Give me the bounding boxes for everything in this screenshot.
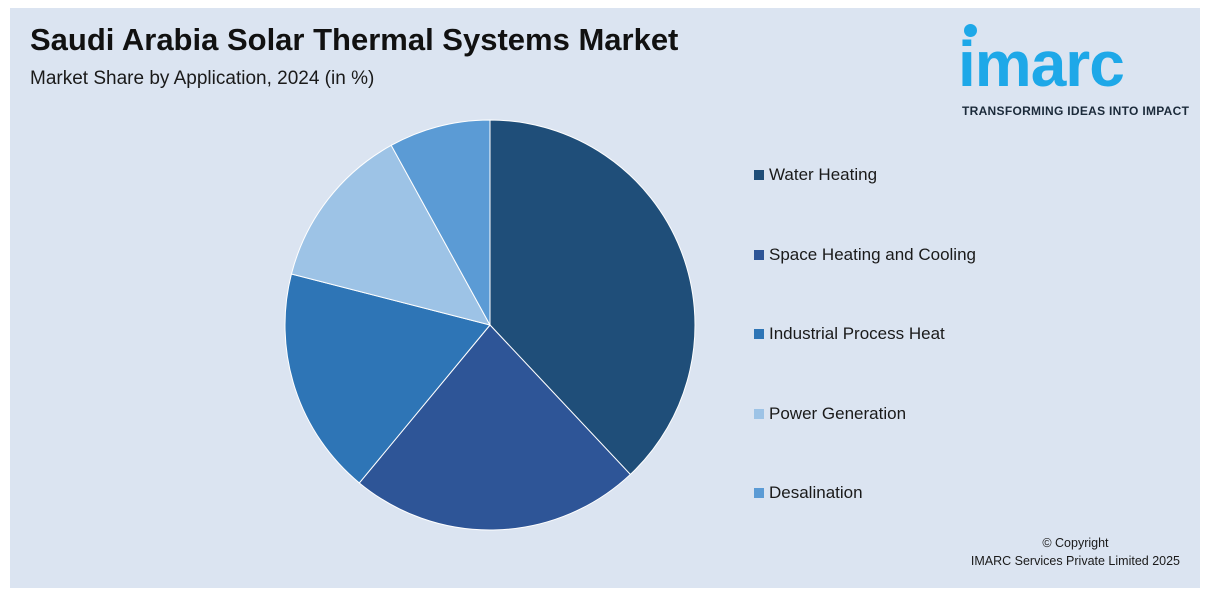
legend-label: Space Heating and Cooling [769,244,976,264]
pie-slice-industrial-process-heat [284,273,491,484]
chart-title: Saudi Arabia Solar Thermal Systems Marke… [30,22,679,57]
pie-slice-space-heating-and-cooling [358,324,632,531]
chart-subtitle: Market Share by Application, 2024 (in %) [30,68,375,89]
copyright-line-2: IMARC Services Private Limited 2025 [970,554,1180,568]
legend-label: Desalination [769,483,863,502]
logo-wordmark: imarc [958,28,1125,100]
legend-label: Industrial Process Heat [769,324,945,343]
legend-item: Space Heating and Cooling [754,244,976,266]
legend-label: Water Heating [769,165,878,184]
legend-item: Power Generation [754,403,906,425]
imarc-logo: imarc TRANSFORMING IDEAS INTO IMPACT [958,20,1190,120]
legend-item: Desalination [754,482,863,504]
copyright-notice: © Copyright IMARC Services Private Limit… [971,534,1180,570]
legend-swatch [754,488,764,498]
legend-swatch [754,249,764,260]
legend-swatch [754,408,764,419]
chart-panel: Saudi Arabia Solar Thermal Systems Marke… [10,8,1200,588]
legend-swatch [754,170,764,180]
pie-slice-desalination [390,119,491,326]
legend-swatch [754,329,764,339]
logo-dot-icon [964,24,977,37]
legend-item: Industrial Process Heat [754,323,945,345]
legend-item: Water Heating [754,164,877,186]
legend-label: Power Generation [769,403,907,423]
pie-slice-power-generation [290,144,491,326]
copyright-line-1: © Copyright [1042,536,1109,550]
logo-tagline: TRANSFORMING IDEAS INTO IMPACT [962,104,1190,118]
pie-slice-water-heating [489,119,696,476]
pie-chart [284,119,696,531]
